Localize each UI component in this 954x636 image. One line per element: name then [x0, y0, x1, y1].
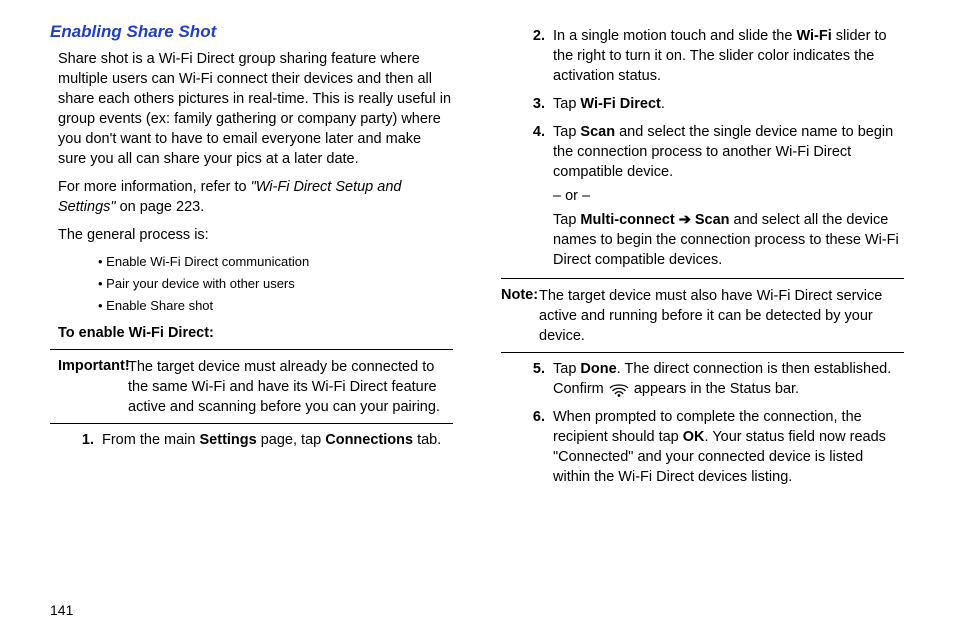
page-number: 141: [50, 602, 73, 618]
left-column: Enabling Share Shot Share shot is a Wi-F…: [50, 20, 453, 636]
text: page, tap: [257, 432, 326, 448]
divider: [501, 278, 904, 279]
more-info-paragraph: For more information, refer to "Wi-Fi Di…: [50, 177, 453, 217]
text: tab.: [413, 432, 441, 448]
text: Tap: [553, 96, 580, 112]
step-1: From the main Settings page, tap Connect…: [98, 430, 453, 450]
text: Tap: [553, 212, 580, 228]
process-intro: The general process is:: [50, 225, 453, 245]
bold: Wi-Fi: [796, 28, 831, 44]
subheading: To enable Wi-Fi Direct:: [58, 323, 453, 343]
text: Tap: [553, 361, 580, 377]
step-4: Tap Scan and select the single device na…: [549, 122, 904, 270]
steps-left: From the main Settings page, tap Connect…: [50, 430, 453, 450]
text: In a single motion touch and slide the: [553, 28, 796, 44]
divider: [501, 352, 904, 353]
text: .: [661, 96, 665, 112]
divider: [50, 423, 453, 424]
wifi-direct-icon: [608, 381, 630, 397]
bullet-item: Pair your device with other users: [98, 275, 453, 293]
note-block: Note: The target device must also have W…: [501, 285, 904, 346]
step-3: Tap Wi-Fi Direct.: [549, 94, 904, 114]
note-body: The target device must also have Wi-Fi D…: [501, 286, 904, 346]
or-line: – or –: [553, 186, 904, 206]
bold: Done: [580, 361, 616, 377]
bold: Scan: [580, 124, 615, 140]
bullet-item: Enable Share shot: [98, 297, 453, 315]
bold: Settings: [200, 432, 257, 448]
text: Tap: [553, 124, 580, 140]
bold: Wi-Fi Direct: [580, 96, 660, 112]
note-label: Note:: [501, 287, 538, 303]
bold: OK: [683, 429, 705, 445]
more-info-suffix: on page 223.: [116, 199, 205, 215]
more-info-prefix: For more information, refer to: [58, 179, 251, 195]
important-block: Important! The target device must alread…: [50, 356, 453, 417]
bold: Connections: [325, 432, 413, 448]
text: appears in the Status bar.: [630, 381, 799, 397]
manual-page: Enabling Share Shot Share shot is a Wi-F…: [0, 0, 954, 636]
right-column: In a single motion touch and slide the W…: [501, 20, 904, 636]
step-5: Tap Done. The direct connection is then …: [549, 359, 904, 399]
bullet-item: Enable Wi-Fi Direct communication: [98, 253, 453, 271]
steps-right-top: In a single motion touch and slide the W…: [501, 26, 904, 270]
intro-paragraph: Share shot is a Wi-Fi Direct group shari…: [50, 49, 453, 169]
section-heading: Enabling Share Shot: [50, 20, 453, 43]
important-label: Important!: [58, 358, 130, 374]
process-bullets: Enable Wi-Fi Direct communication Pair y…: [50, 253, 453, 315]
steps-right-bottom: Tap Done. The direct connection is then …: [501, 359, 904, 487]
step-6: When prompted to complete the connection…: [549, 407, 904, 487]
step-2: In a single motion touch and slide the W…: [549, 26, 904, 86]
bold: Multi-connect ➔ Scan: [580, 212, 729, 228]
divider: [50, 349, 453, 350]
text: From the main: [102, 432, 200, 448]
